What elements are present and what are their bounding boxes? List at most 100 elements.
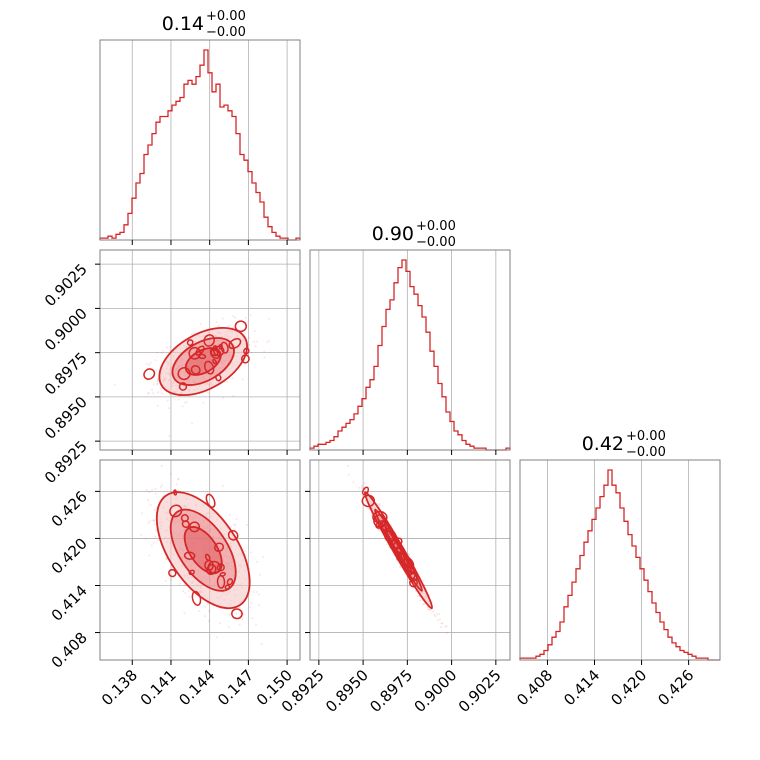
sample-point	[282, 663, 284, 665]
sample-point	[222, 396, 225, 399]
sample-point	[386, 543, 389, 546]
x-tick-label: 0.138	[98, 666, 141, 709]
histogram-panel-1: 0.90 +0.00−0.00	[309, 219, 511, 455]
sample-point	[155, 369, 158, 372]
sample-point	[203, 615, 206, 618]
sample-point	[445, 631, 448, 634]
sample-point	[433, 613, 436, 616]
x-tick-label: 0.420	[607, 666, 650, 709]
sample-point	[175, 483, 178, 486]
sample-point	[249, 314, 252, 317]
sample-point	[148, 490, 151, 493]
sample-point	[444, 625, 447, 628]
sample-point	[169, 345, 172, 348]
contour-fragment	[403, 564, 412, 572]
sample-point	[260, 643, 263, 646]
contour-fragment	[216, 574, 226, 589]
sample-point	[259, 573, 262, 576]
sample-point	[218, 622, 221, 625]
sample-point	[250, 601, 253, 604]
sample-point	[187, 589, 190, 592]
sample-point	[190, 333, 193, 336]
y-tick-label: 0.9000	[41, 305, 91, 355]
joint-panel-plot-area	[113, 314, 271, 438]
y-tick-label: 0.426	[48, 487, 91, 530]
sample-point	[440, 622, 443, 625]
x-tick-label: 0.147	[214, 666, 257, 709]
sample-point	[244, 316, 247, 319]
histogram-panel-2: 0.408 0.414 0.420 0.426 0.42 +0.00−0.00	[513, 429, 721, 709]
contour-fragment	[234, 320, 248, 333]
sample-point	[228, 613, 231, 616]
sample-point	[156, 383, 159, 386]
sample-point	[199, 323, 202, 326]
joint-panel-plot-area	[347, 464, 448, 634]
contour-fragment	[389, 537, 403, 550]
contour-fragment	[212, 358, 218, 365]
sample-point	[149, 361, 152, 364]
sample-point	[168, 435, 171, 438]
histogram-step-line	[99, 49, 301, 241]
x-tick-label: 0.8950	[322, 666, 372, 716]
contour-fragments	[143, 320, 250, 391]
title-error-minus: −0.00	[416, 235, 456, 250]
sample-point	[377, 529, 380, 532]
x-tick-label: 0.426	[654, 666, 697, 709]
axes-frame	[99, 249, 301, 451]
sample-point	[256, 340, 259, 343]
sample-point	[244, 549, 247, 552]
sample-point	[160, 352, 163, 355]
sample-point	[141, 512, 144, 515]
sample-point	[235, 518, 238, 521]
contour-fragment	[177, 367, 191, 381]
sample-point	[347, 473, 350, 476]
sample-point	[113, 383, 116, 386]
contour-fragment	[203, 334, 216, 347]
axes-frame	[519, 459, 721, 661]
sample-point	[191, 422, 194, 425]
sample-point	[352, 481, 355, 484]
sample-point	[156, 379, 159, 382]
sample-point	[148, 363, 151, 366]
contour-fragments	[168, 489, 243, 620]
sample-point	[150, 544, 153, 547]
sample-point	[147, 391, 150, 394]
sample-point	[145, 362, 148, 365]
sample-point	[238, 623, 241, 626]
contour-fragment	[380, 520, 389, 533]
contour-fragment	[143, 368, 156, 380]
contour-fragment	[409, 578, 418, 588]
histogram-panel-0: 0.14 +0.00−0.00	[99, 9, 301, 245]
sample-point	[207, 620, 210, 623]
sample-point	[147, 522, 150, 525]
sample-point	[154, 492, 157, 495]
sample-point	[426, 606, 429, 609]
sample-point	[252, 590, 255, 593]
sample-point	[231, 376, 234, 379]
histogram-step-line	[519, 469, 720, 661]
sample-point	[233, 523, 236, 526]
x-tick-label: 0.9025	[455, 666, 505, 716]
contour-fragment	[228, 338, 242, 350]
sample-point	[156, 380, 159, 383]
sample-point	[203, 605, 206, 608]
sample-point	[177, 398, 180, 401]
title-error-minus: −0.00	[206, 25, 246, 40]
contour-fragment	[197, 353, 207, 360]
x-tick-label: 0.408	[513, 666, 556, 709]
sample-point	[155, 528, 158, 531]
sample-point	[246, 523, 249, 526]
sample-point	[422, 603, 425, 606]
sample-point	[234, 524, 237, 527]
sample-point	[440, 626, 443, 629]
density-contours	[363, 491, 434, 610]
sample-point	[266, 341, 269, 344]
sample-point	[140, 533, 143, 536]
contour-fragment	[186, 339, 194, 346]
sample-point	[253, 330, 256, 333]
sample-point	[151, 519, 154, 522]
sample-point	[217, 324, 220, 327]
sample-point	[159, 387, 162, 390]
panel-title: 0.42 +0.00−0.00	[582, 429, 666, 460]
